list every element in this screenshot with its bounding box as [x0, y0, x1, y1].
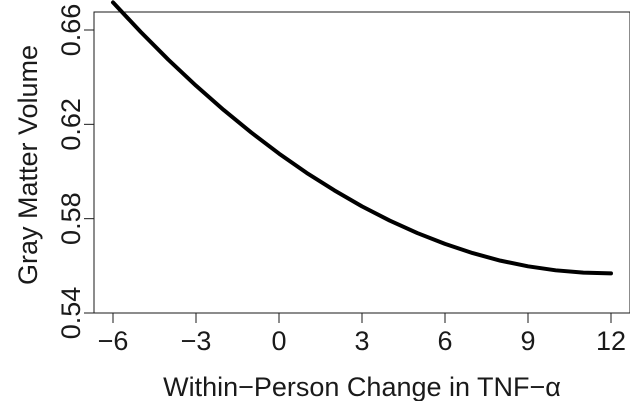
- x-tick-label: 9: [520, 326, 535, 356]
- x-tick-label: 12: [596, 326, 626, 356]
- series-line-0: [111, 0, 613, 276]
- x-axis-title: Within−Person Change in TNF−α: [163, 372, 561, 401]
- y-tick-label: 0.62: [56, 98, 86, 151]
- series-layer: [111, 0, 613, 276]
- x-axis: −6 −3 0 3 6 9 12: [98, 313, 626, 356]
- y-tick-label: 0.58: [56, 192, 86, 245]
- x-tick-label: −3: [181, 326, 212, 356]
- y-tick-label: 0.54: [56, 287, 86, 340]
- y-axis: 0.54 0.58 0.62 0.66: [56, 4, 94, 340]
- x-tick-label: 3: [354, 326, 369, 356]
- y-tick-label: 0.66: [56, 4, 86, 57]
- x-tick-label: −6: [98, 326, 129, 356]
- x-tick-label: 6: [437, 326, 452, 356]
- x-tick-label: 0: [271, 326, 286, 356]
- y-axis-title: Gray Matter Volume: [13, 45, 43, 285]
